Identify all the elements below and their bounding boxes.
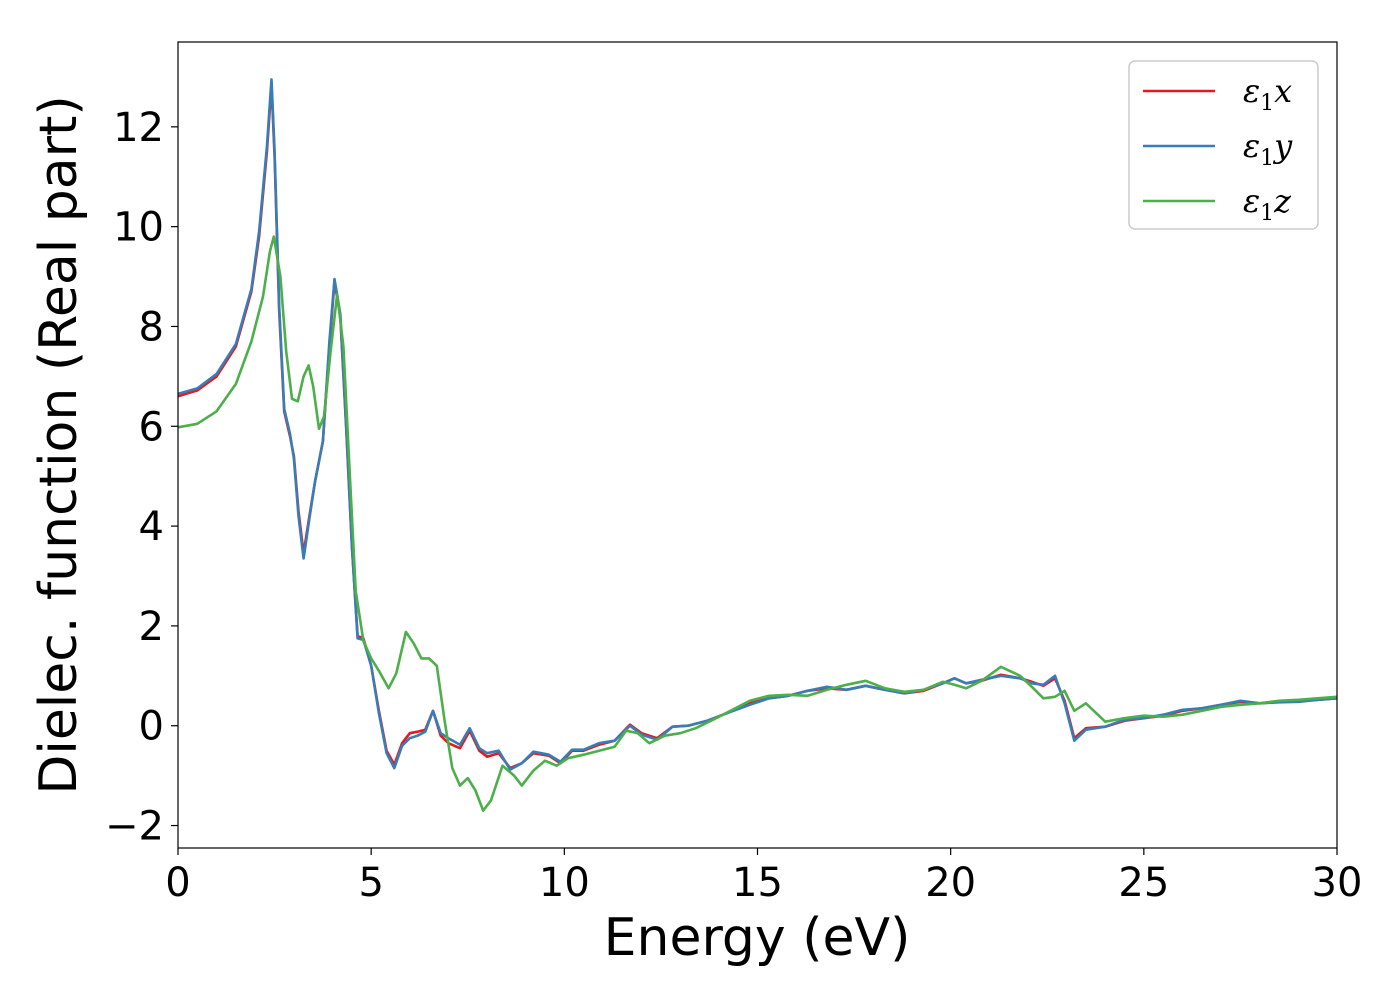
y-axis-label: Dielec. function (Real part) [29,95,89,794]
y-tick-label: 6 [139,404,164,450]
legend-box [1128,60,1319,230]
x-tick-label: 25 [1118,860,1169,906]
y-tick-label: 0 [139,704,164,750]
x-tick-label: 10 [539,860,590,906]
series-line-z [178,235,1337,812]
y-tick-label: 4 [139,504,164,550]
x-tick-label: 0 [165,860,190,906]
x-tick-label: 5 [358,860,383,906]
legend: ε1x ε1y ε1z [1128,60,1319,230]
y-tick-label: −2 [105,804,164,850]
y-tick-label: 2 [139,604,164,650]
legend-label-y: ε1y [1243,127,1293,171]
y-axis-ticks: −2 0 2 4 6 8 10 12 [105,105,178,850]
x-tick-label: 20 [925,860,976,906]
legend-label-x: ε1x [1243,72,1292,116]
y-tick-label: 10 [113,205,164,251]
series-line-y [178,78,1337,771]
x-tick-label: 30 [1312,860,1363,906]
x-tick-label: 15 [732,860,783,906]
y-tick-label: 8 [139,304,164,350]
legend-label-z: ε1z [1243,182,1292,226]
x-axis-label: Energy (eV) [604,908,911,968]
series-layer [178,78,1337,812]
y-tick-label: 12 [113,105,164,151]
x-axis-ticks: 0 5 10 15 20 25 30 [165,848,1362,906]
